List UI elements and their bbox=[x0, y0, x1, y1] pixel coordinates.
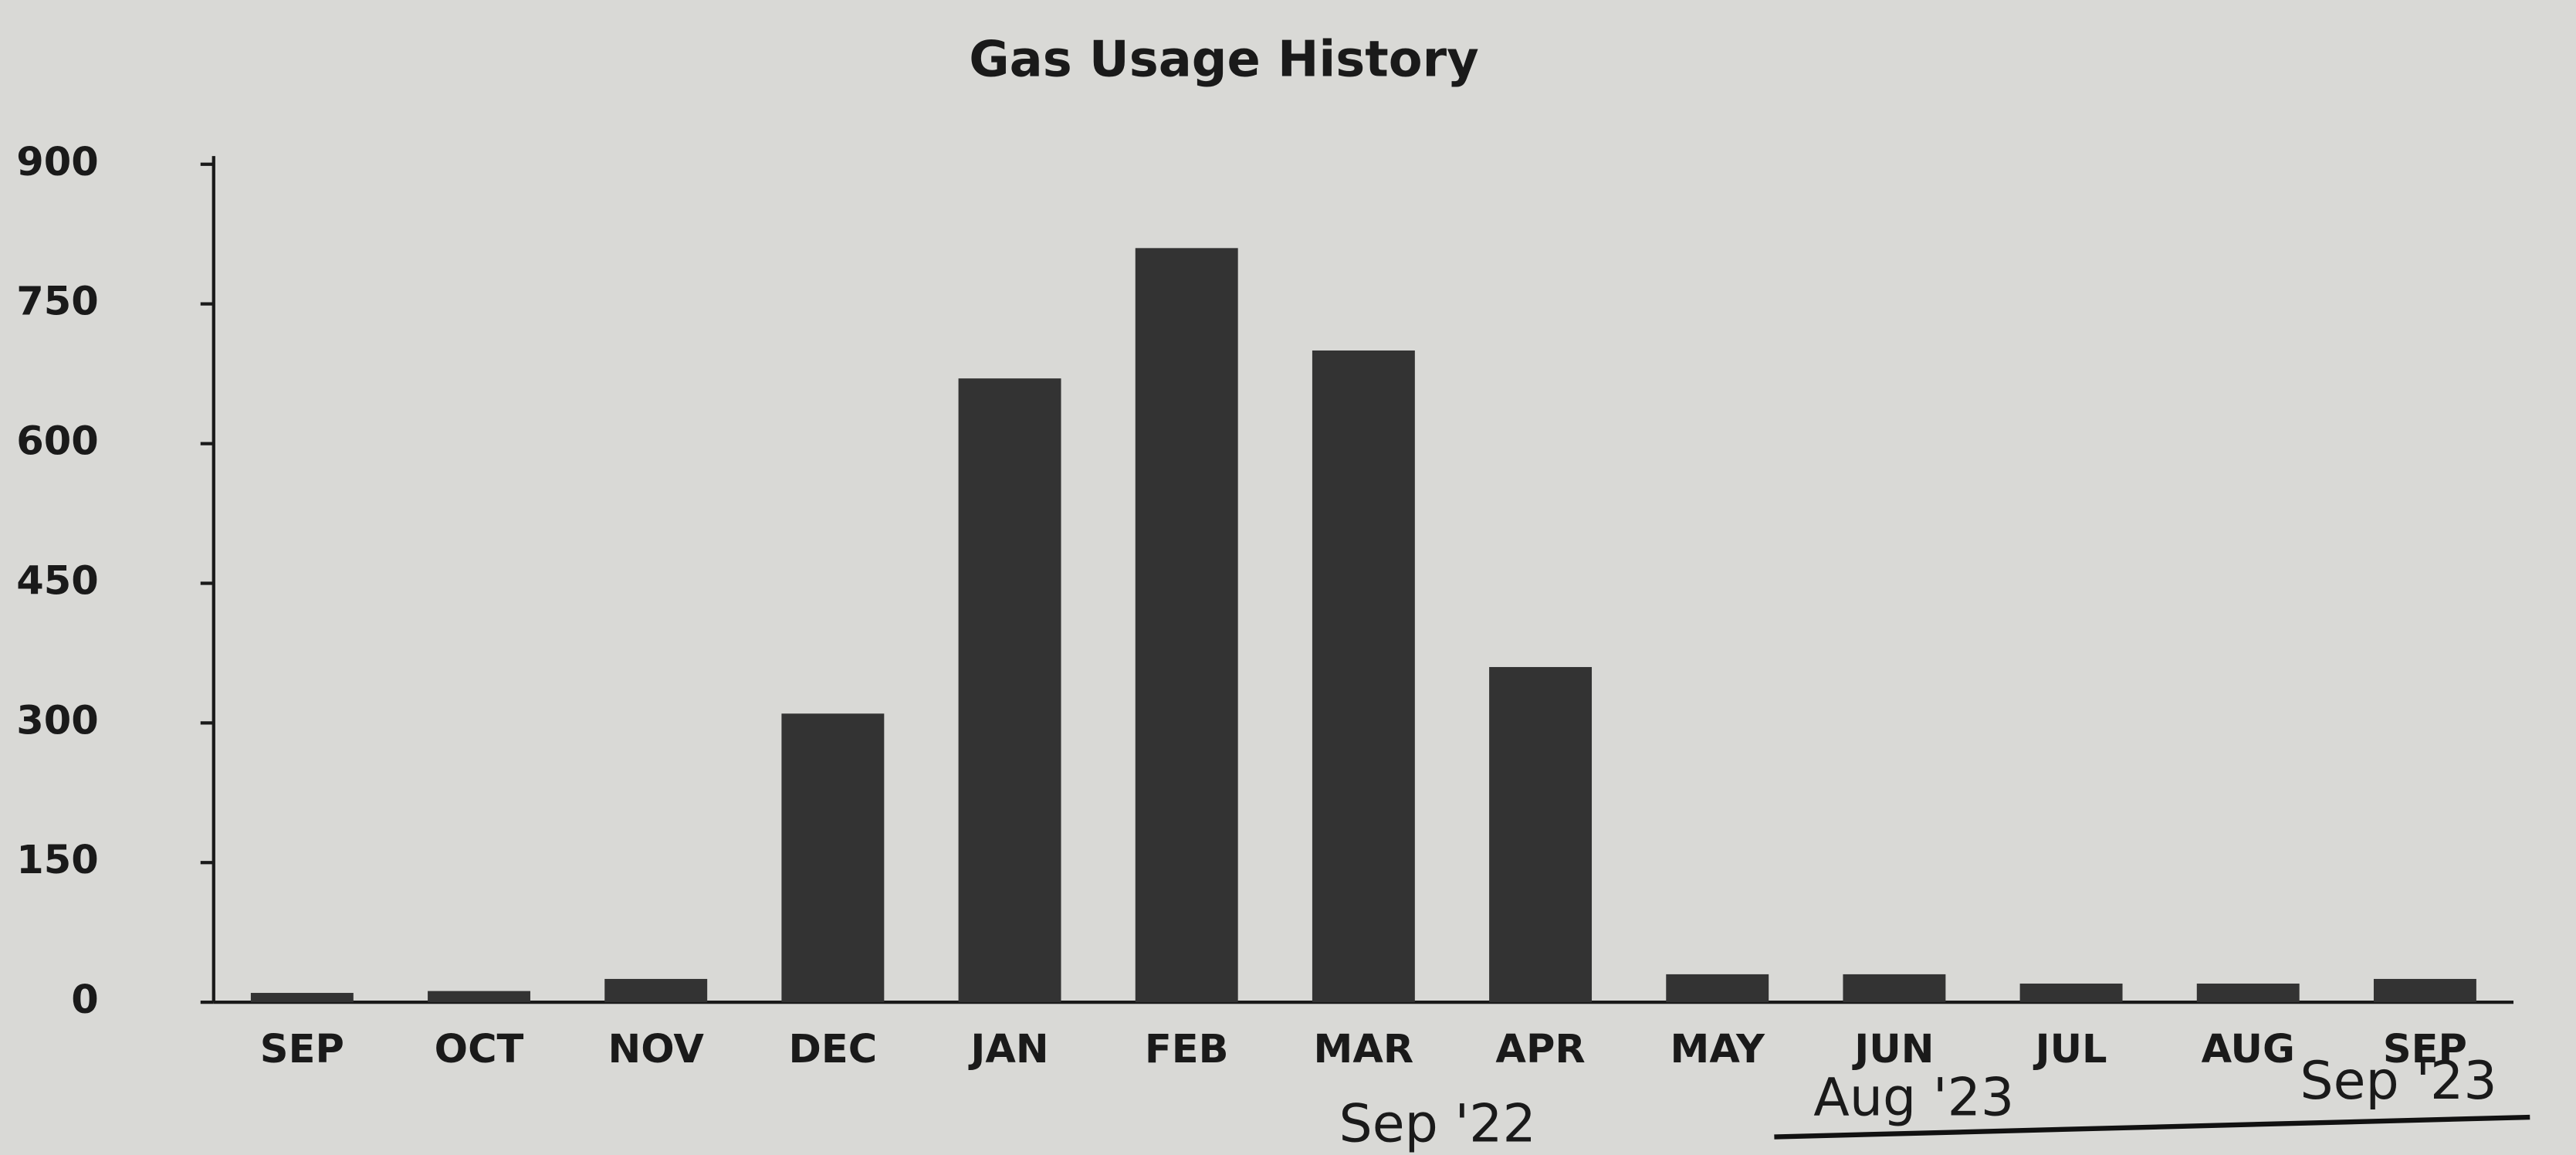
bar bbox=[781, 713, 884, 1002]
y-tick-label: 450 bbox=[16, 558, 99, 604]
annotation: Sep '22 bbox=[1339, 1093, 1536, 1154]
bar bbox=[428, 991, 530, 1002]
bar bbox=[2374, 979, 2476, 1002]
annotation: Aug '23 bbox=[1813, 1067, 2014, 1128]
bar bbox=[1136, 248, 1238, 1002]
y-tick-label: 750 bbox=[16, 279, 99, 325]
bar bbox=[1843, 974, 1945, 1002]
y-tick-label: 150 bbox=[16, 838, 99, 883]
y-tick-label: 0 bbox=[71, 977, 99, 1023]
x-tick-label: JUL bbox=[2033, 1027, 2107, 1072]
x-tick-label: JAN bbox=[968, 1027, 1048, 1072]
x-tick-label: APR bbox=[1495, 1027, 1585, 1072]
bar bbox=[1312, 351, 1415, 1002]
x-tick-label: OCT bbox=[435, 1027, 524, 1072]
x-tick-label: MAY bbox=[1671, 1027, 1765, 1072]
bar bbox=[1666, 974, 1769, 1002]
bar bbox=[2020, 984, 2123, 1002]
x-tick-label: AUG bbox=[2202, 1027, 2295, 1072]
background bbox=[0, 0, 2576, 1155]
bar bbox=[2197, 984, 2300, 1002]
bar bbox=[959, 378, 1061, 1002]
page: Gas Usage History Sep '22 Aug '23 Sep '2… bbox=[0, 0, 2576, 1155]
bar bbox=[251, 993, 354, 1002]
x-tick-label: FEB bbox=[1145, 1027, 1229, 1072]
x-tick-label: SEP bbox=[260, 1027, 344, 1072]
y-tick-label: 300 bbox=[16, 698, 99, 743]
y-tick-label: 600 bbox=[16, 419, 99, 465]
x-tick-label: NOV bbox=[608, 1027, 705, 1072]
x-tick-label: JUN bbox=[1852, 1027, 1934, 1072]
bar bbox=[604, 979, 707, 1002]
y-tick-label: 900 bbox=[16, 140, 99, 185]
chart-title: Gas Usage History bbox=[969, 31, 1479, 88]
x-tick-label: SEP bbox=[2383, 1027, 2467, 1072]
chart: Gas Usage History Sep '22 Aug '23 Sep '2… bbox=[0, 0, 2576, 1155]
x-tick-label: MAR bbox=[1314, 1027, 1414, 1072]
x-tick-label: DEC bbox=[788, 1027, 877, 1072]
bar bbox=[1489, 667, 1592, 1002]
